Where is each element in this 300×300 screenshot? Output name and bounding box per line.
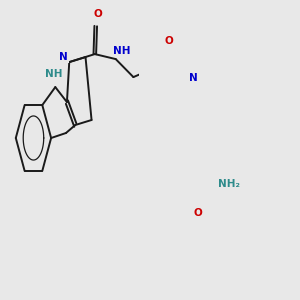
Text: NH: NH <box>113 46 131 56</box>
Text: NH₂: NH₂ <box>218 179 240 189</box>
Text: NH: NH <box>45 69 62 79</box>
Text: O: O <box>93 9 102 19</box>
Text: N: N <box>189 73 198 83</box>
Text: N: N <box>59 52 68 62</box>
Text: O: O <box>164 36 173 46</box>
Text: O: O <box>194 208 202 218</box>
